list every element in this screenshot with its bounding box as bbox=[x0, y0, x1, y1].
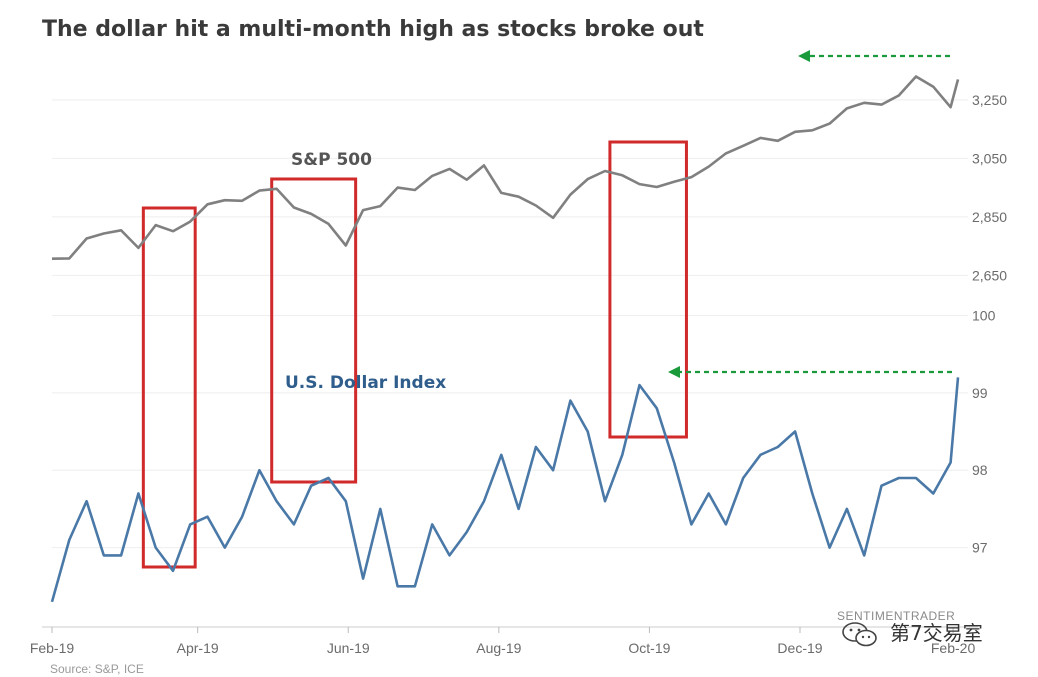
wechat-badge: 第7交易室 bbox=[842, 621, 983, 647]
y-tick-label-s-p-500-1: 2,850 bbox=[972, 209, 1007, 225]
x-tick-label-dec-19: Dec-19 bbox=[777, 640, 822, 656]
wechat-label: 第7交易室 bbox=[890, 621, 983, 645]
y-tick-label-u-s-dollar-index-3: 100 bbox=[972, 307, 996, 323]
y-tick-label-s-p-500-0: 2,650 bbox=[972, 267, 1007, 283]
arrow-head-u-s-dollar-index bbox=[668, 366, 680, 378]
x-tick-label-feb-20: Feb-20 bbox=[931, 640, 976, 656]
gridlines bbox=[52, 99, 968, 549]
arrow-head-s-p-500 bbox=[798, 50, 810, 62]
chart-title: The dollar hit a multi-month high as sto… bbox=[42, 17, 704, 42]
watermark: SENTIMENTRADER bbox=[837, 609, 955, 623]
highlight-boxes bbox=[141, 140, 688, 569]
y-axis-ticks: 2,650 2,850 3,050 3,250 97 98 99 100 bbox=[972, 92, 1007, 556]
series-label-sp500: S&P 500 bbox=[291, 150, 372, 170]
x-tick-label-apr-19: Apr-19 bbox=[177, 640, 219, 656]
series-label-dollar-index: U.S. Dollar Index bbox=[285, 373, 446, 393]
source-note: Source: S&P, ICE bbox=[50, 662, 144, 676]
y-tick-label-u-s-dollar-index-1: 98 bbox=[972, 462, 988, 478]
x-tick-label-jun-19: Jun-19 bbox=[327, 640, 370, 656]
x-axis-ticks: Feb-19 Apr-19 Jun-19 Aug-19 Oct-19 Dec-19 Feb-… bbox=[30, 626, 978, 656]
x-tick-label-feb-19: Feb-19 bbox=[30, 640, 75, 656]
arrows bbox=[668, 50, 952, 378]
series-line-s-p-500 bbox=[51, 75, 960, 260]
y-tick-label-s-p-500-3: 3,250 bbox=[972, 92, 1007, 108]
y-tick-label-u-s-dollar-index-2: 99 bbox=[972, 385, 988, 401]
x-tick-label-aug-19: Aug-19 bbox=[476, 640, 521, 656]
x-tick-label-oct-19: Oct-19 bbox=[628, 640, 670, 656]
y-tick-label-u-s-dollar-index-0: 97 bbox=[972, 540, 988, 556]
series-lines bbox=[50, 75, 960, 603]
y-tick-label-s-p-500-2: 3,050 bbox=[972, 150, 1007, 166]
highlight-box-2 bbox=[270, 177, 358, 484]
highlight-box-3 bbox=[608, 140, 688, 439]
highlight-box-1 bbox=[141, 206, 197, 569]
series-line-u-s-dollar-index bbox=[50, 377, 960, 603]
wechat-icon bbox=[842, 622, 877, 647]
